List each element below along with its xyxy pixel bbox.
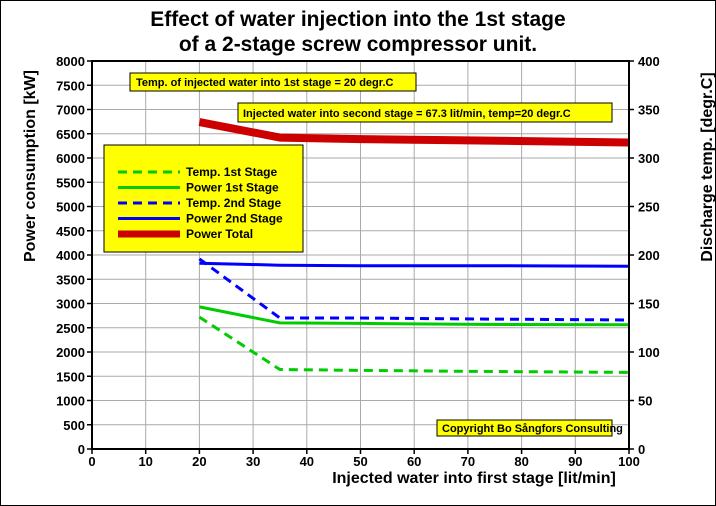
y-left-tick-label: 6000 xyxy=(56,151,85,166)
series-line-power-2nd-stage xyxy=(199,261,630,268)
legend-label-power-2nd-stage: Power 2nd Stage xyxy=(186,212,283,226)
x-tick-label: 50 xyxy=(353,454,367,469)
annotation-1-text: Temp. of injected water into 1st stage =… xyxy=(136,77,394,89)
y-left-tick-label: 1500 xyxy=(56,369,85,384)
x-axis-label: Injected water into first stage [lit/min… xyxy=(332,470,616,487)
y-axis-left-label: Power consumption [kW] xyxy=(22,70,39,262)
y-right-tick-label: 0 xyxy=(638,442,645,457)
y-left-tick-label: 8000 xyxy=(56,54,85,69)
y-right-tick-label: 350 xyxy=(638,103,660,118)
series-line-temp-2nd-stage xyxy=(198,257,630,322)
y-left-tick-label: 3000 xyxy=(56,297,85,312)
legend-label-temp-2nd-stage: Temp. 2nd Stage xyxy=(186,196,281,210)
copyright-box: Copyright Bo Sångfors Consulting xyxy=(436,419,623,437)
y-left-tick-label: 4000 xyxy=(56,248,85,263)
y-right-tick-label: 300 xyxy=(638,151,660,166)
legend-label-temp-1st-stage: Temp. 1st Stage xyxy=(186,165,277,179)
series-line-temp-1st-stage xyxy=(198,315,630,374)
y-left-tick-label: 6500 xyxy=(56,127,85,142)
series-group xyxy=(198,118,630,374)
copyright-text: Copyright Bo Sångfors Consulting xyxy=(442,423,623,435)
annotation-box-2: Injected water into second stage = 67.3 … xyxy=(237,102,613,123)
y-axis-right-label: Discharge temp. [degr.C] xyxy=(699,72,716,261)
x-tick-label: 10 xyxy=(138,454,152,469)
annotation-2-text: Injected water into second stage = 67.3 … xyxy=(243,108,571,120)
y-left-tick-label: 7500 xyxy=(56,78,85,93)
x-tick-label: 60 xyxy=(407,454,421,469)
x-tick-label: 40 xyxy=(300,454,314,469)
x-tick-label: 100 xyxy=(618,454,640,469)
y-left-tick-label: 5500 xyxy=(56,175,85,190)
chart-title-line1: Effect of water injection into the 1st s… xyxy=(150,8,565,31)
y-left-tick-label: 500 xyxy=(63,418,85,433)
x-tick-label: 90 xyxy=(568,454,582,469)
legend-label-power-1st-stage: Power 1st Stage xyxy=(186,181,279,195)
y-left-tick-label: 2500 xyxy=(56,321,85,336)
y-left-tick-label: 1000 xyxy=(56,394,85,409)
x-tick-label: 70 xyxy=(461,454,475,469)
tick-labels: 0 10 20 30 40 50 60 70 80 90 100050010001500200025… xyxy=(56,54,660,469)
series-line-power-total xyxy=(198,118,630,147)
y-left-tick-label: 4500 xyxy=(56,224,85,239)
y-left-tick-label: 7000 xyxy=(56,103,85,118)
x-tick-label: 80 xyxy=(514,454,528,469)
x-tick-label: 0 xyxy=(88,454,95,469)
chart-title-line2: of a 2-stage screw compressor unit. xyxy=(179,33,537,56)
y-right-tick-label: 100 xyxy=(638,345,660,360)
grid xyxy=(92,61,629,449)
y-right-tick-label: 200 xyxy=(638,248,660,263)
y-right-tick-label: 400 xyxy=(638,54,660,69)
y-right-tick-label: 250 xyxy=(638,200,660,215)
annotation-box-1: Temp. of injected water into 1st stage =… xyxy=(129,72,417,92)
y-left-tick-label: 0 xyxy=(78,442,85,457)
x-tick-label: 20 xyxy=(192,454,206,469)
y-left-tick-label: 2000 xyxy=(56,345,85,360)
y-right-tick-label: 50 xyxy=(638,394,652,409)
series-line-power-1st-stage xyxy=(199,305,630,327)
y-left-tick-label: 3500 xyxy=(56,272,85,287)
x-tick-label: 30 xyxy=(246,454,260,469)
legend-label-power-total: Power Total xyxy=(186,227,253,241)
y-right-tick-label: 150 xyxy=(638,297,660,312)
y-left-tick-label: 5000 xyxy=(56,200,85,215)
